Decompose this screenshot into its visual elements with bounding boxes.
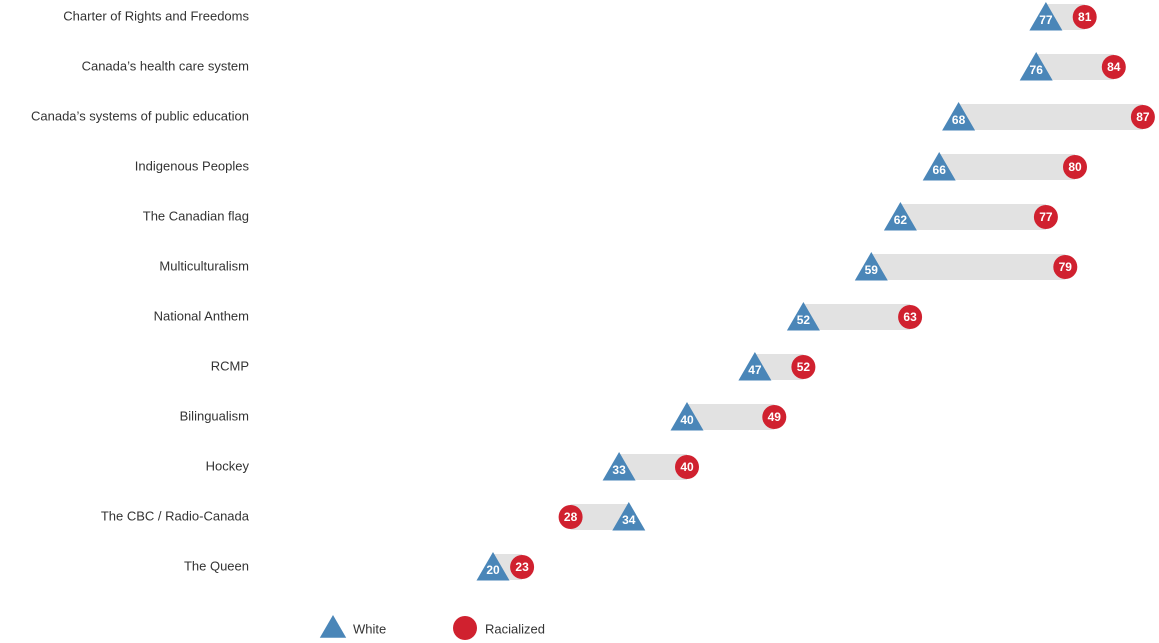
data-label: 87 (1136, 110, 1150, 124)
data-label: 47 (748, 363, 762, 377)
category-label: The Canadian flag (143, 208, 249, 223)
circle-marker (1053, 255, 1078, 279)
category-label: RCMP (211, 358, 249, 373)
circle-marker (1101, 55, 1126, 79)
category-label: National Anthem (154, 308, 249, 323)
data-label: 59 (865, 263, 879, 277)
data-label: 52 (797, 360, 811, 374)
data-label: 62 (894, 213, 908, 227)
data-label: 66 (933, 163, 947, 177)
data-label: 20 (486, 563, 500, 577)
data-label: 76 (1030, 63, 1044, 77)
triangle-marker (1029, 2, 1063, 31)
range-bar (871, 254, 1066, 280)
data-label: 77 (1039, 210, 1053, 224)
legend-marker (319, 615, 347, 638)
triangle-marker (612, 502, 646, 531)
range-bar (687, 404, 775, 430)
data-label: 28 (564, 510, 578, 524)
triangle-marker (476, 552, 510, 581)
data-label: 49 (768, 410, 782, 424)
range-bar (958, 104, 1143, 130)
data-label: 77 (1039, 13, 1053, 27)
circle-marker (558, 505, 583, 529)
circle-marker (791, 355, 816, 379)
range-bar (939, 154, 1075, 180)
data-label: 81 (1078, 10, 1092, 24)
triangle-marker (1019, 52, 1053, 81)
circle-marker (762, 405, 787, 429)
circle-marker (1072, 5, 1097, 29)
data-label: 34 (622, 513, 636, 527)
triangle-marker (602, 452, 636, 481)
category-label: Canada’s systems of public education (31, 108, 249, 123)
category-label: Indigenous Peoples (135, 158, 250, 173)
data-label: 23 (515, 560, 529, 574)
legend-marker (453, 616, 477, 640)
circle-marker (675, 455, 699, 479)
range-bar (900, 204, 1046, 230)
data-label: 33 (612, 463, 626, 477)
category-label: Hockey (206, 458, 250, 473)
category-label: Canada’s health care system (82, 58, 249, 73)
data-label: 40 (680, 460, 694, 474)
category-label: Charter of Rights and Freedoms (63, 8, 249, 23)
triangle-marker (942, 102, 976, 131)
range-bar (803, 304, 911, 330)
circle-marker (1033, 205, 1058, 229)
data-label: 68 (952, 113, 966, 127)
triangle-marker (854, 252, 888, 281)
data-label: 40 (680, 413, 694, 427)
circle-marker (1130, 105, 1155, 129)
triangle-marker (786, 302, 820, 331)
category-label: Multiculturalism (159, 258, 249, 273)
category-label: The Queen (184, 558, 249, 573)
triangle-marker (922, 152, 956, 181)
category-label: Bilingualism (180, 408, 249, 423)
data-label: 80 (1068, 160, 1082, 174)
category-label: The CBC / Radio-Canada (101, 508, 250, 523)
triangle-marker (670, 402, 704, 431)
triangle-marker (883, 202, 917, 231)
triangle-marker (738, 352, 772, 381)
circle-marker (1063, 155, 1087, 179)
data-label: 84 (1107, 60, 1121, 74)
circle-marker (510, 555, 535, 579)
legend-label: White (353, 621, 386, 636)
circle-marker (898, 305, 923, 329)
data-label: 79 (1059, 260, 1073, 274)
data-label: 63 (903, 310, 917, 324)
legend-label: Racialized (485, 621, 545, 636)
data-label: 52 (797, 313, 811, 327)
